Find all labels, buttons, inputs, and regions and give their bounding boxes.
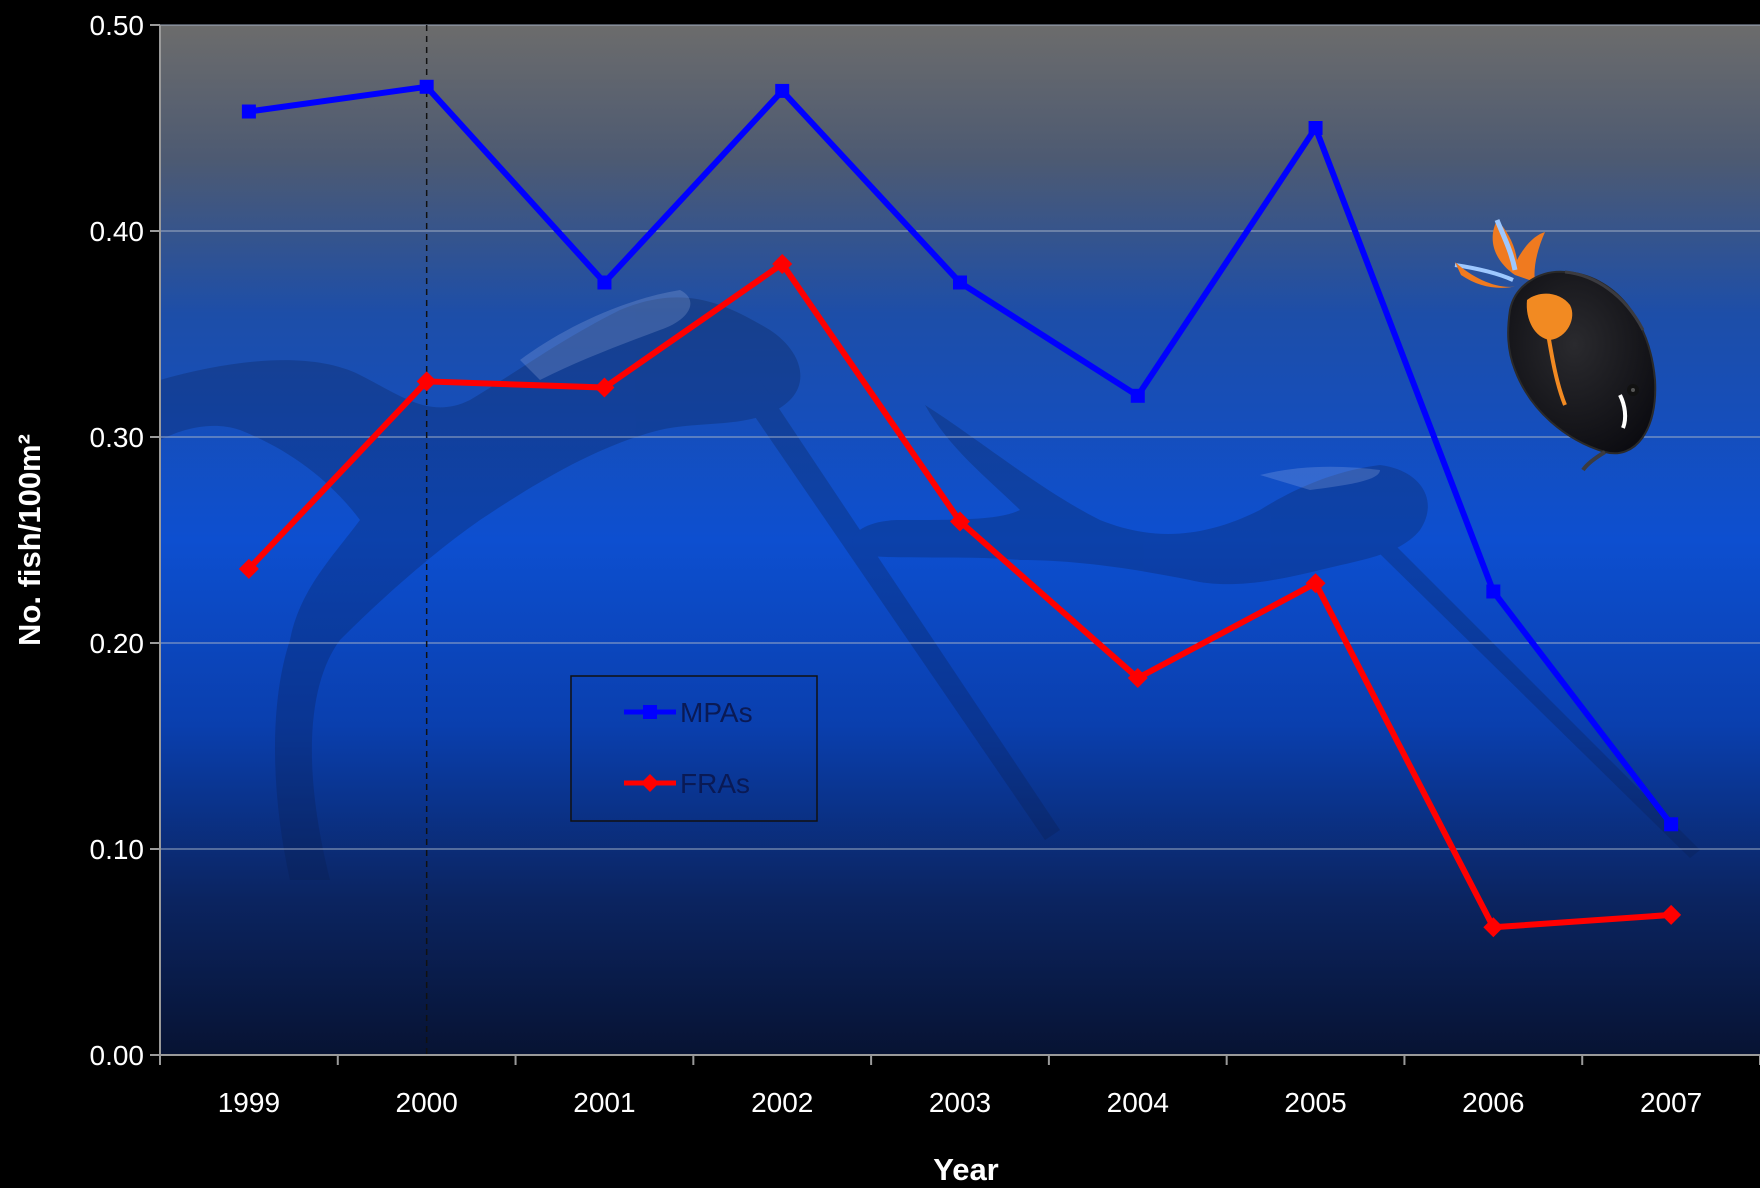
legend-marker-diamond — [641, 774, 659, 792]
legend-item-mpas: MPAs — [624, 697, 753, 728]
data-point-fras — [1483, 917, 1504, 938]
data-point-fras — [1127, 668, 1148, 689]
legend-box — [570, 675, 818, 822]
series-lines — [238, 79, 1682, 938]
x-axis-title: Year — [933, 1152, 999, 1187]
y-tick-label: 0.00 — [90, 1040, 145, 1071]
legend-item-fras: FRAs — [624, 768, 750, 799]
data-point-fras — [416, 371, 437, 392]
y-tick-label: 0.20 — [90, 628, 145, 659]
data-point-mpas — [1130, 388, 1145, 403]
y-tick-label: 0.10 — [90, 834, 145, 865]
x-tick-label: 2001 — [573, 1087, 635, 1118]
background-photo — [160, 25, 1760, 1055]
data-point-fras — [950, 511, 970, 532]
data-point-fras — [594, 377, 615, 398]
y-axis-ticks: 0.00 0.10 0.20 0.30 0.40 0.50 — [90, 10, 160, 1071]
legend-marker-square — [643, 705, 657, 719]
data-point-mpas — [775, 83, 790, 98]
x-tick-label: 2004 — [1107, 1087, 1169, 1118]
data-point-mpas — [953, 275, 967, 290]
legend: MPAs FRAs — [570, 675, 818, 822]
x-tick-label: 2000 — [396, 1087, 458, 1118]
data-point-mpas — [241, 104, 256, 119]
x-tick-label: 2007 — [1640, 1087, 1702, 1118]
x-tick-label: 2003 — [929, 1087, 991, 1118]
y-tick-label: 0.30 — [90, 422, 145, 453]
data-point-mpas — [1664, 817, 1679, 832]
y-axis-title: No. fish/100m² — [12, 434, 47, 646]
x-axis-ticks: 1999 2000 2001 2002 2003 2004 2005 2006 2007 — [159, 1055, 1760, 1118]
achilles-tang-fish-illustration — [1454, 219, 1657, 472]
x-tick-label: 2005 — [1284, 1087, 1346, 1118]
series-fras — [238, 253, 1682, 938]
data-point-fras — [1305, 573, 1326, 594]
data-point-mpas — [419, 79, 434, 94]
data-point-fras — [772, 253, 793, 274]
legend-label-fras: FRAs — [680, 768, 750, 799]
x-tick-label: 1999 — [218, 1087, 280, 1118]
data-point-fras — [1661, 904, 1682, 925]
data-point-mpas — [597, 275, 612, 290]
series-mpas — [241, 79, 1679, 832]
y-tick-label: 0.50 — [90, 10, 145, 41]
x-tick-label: 2006 — [1462, 1087, 1524, 1118]
data-point-mpas — [1308, 121, 1323, 135]
axes — [159, 25, 1760, 1056]
legend-label-mpas: MPAs — [680, 697, 753, 728]
data-point-mpas — [1486, 584, 1501, 599]
data-point-fras — [238, 558, 259, 579]
y-tick-label: 0.40 — [90, 216, 145, 247]
x-tick-label: 2002 — [751, 1087, 813, 1118]
